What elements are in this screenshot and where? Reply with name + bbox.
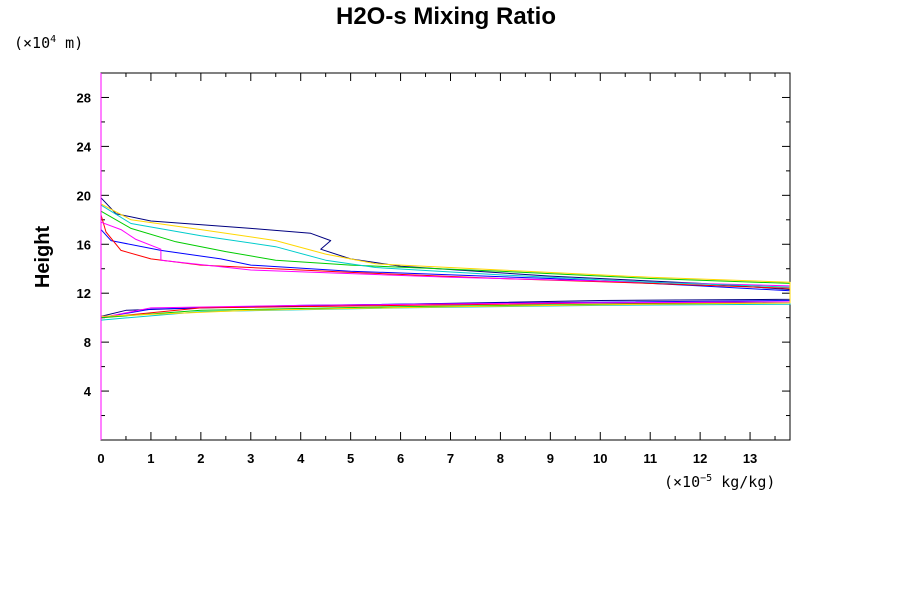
chart-title: H2O-s Mixing Ratio — [336, 3, 556, 30]
x-tick-label: 10 — [593, 451, 607, 466]
x-tick-label: 13 — [743, 451, 757, 466]
x-tick-label: 2 — [197, 451, 204, 466]
y-axis-unit: (×104 m) — [14, 34, 83, 52]
y-unit-exponent: 4 — [50, 34, 56, 45]
series-line-green — [100, 210, 791, 319]
x-tick-label: 6 — [397, 451, 404, 466]
series-line-red — [100, 214, 791, 319]
y-tick-label: 16 — [77, 237, 91, 252]
y-tick-label: 12 — [77, 286, 91, 301]
x-tick-label: 0 — [97, 451, 104, 466]
y-tick-label: 28 — [77, 90, 91, 105]
y-axis-label: Height — [32, 226, 54, 289]
series-group — [100, 73, 791, 440]
series-line-yellow — [100, 203, 791, 317]
x-tick-label: 11 — [643, 451, 657, 466]
x-tick-label: 7 — [447, 451, 454, 466]
x-tick-label: 5 — [347, 451, 354, 466]
x-tick-label: 4 — [297, 451, 305, 466]
x-unit-prefix: (×10 — [664, 473, 700, 491]
axis-ticks — [100, 73, 790, 440]
series-line-navy — [100, 197, 791, 317]
x-tick-label: 9 — [547, 451, 554, 466]
y-tick-label: 4 — [84, 384, 92, 399]
x-tick-label: 8 — [497, 451, 504, 466]
y-tick-label: 8 — [84, 335, 91, 350]
y-unit-prefix: (×10 — [14, 34, 50, 52]
x-unit-exponent: −5 — [700, 473, 712, 484]
x-axis-unit: (×10−5 kg/kg) — [664, 473, 775, 491]
x-tick-label: 1 — [147, 451, 154, 466]
y-tick-label: 24 — [77, 139, 92, 154]
x-unit-suffix: kg/kg) — [712, 473, 775, 491]
x-tick-label: 3 — [247, 451, 254, 466]
x-tick-label: 12 — [693, 451, 707, 466]
y-unit-suffix: m) — [56, 34, 83, 52]
series-line-magenta — [100, 221, 791, 319]
y-tick-label: 20 — [77, 188, 91, 203]
